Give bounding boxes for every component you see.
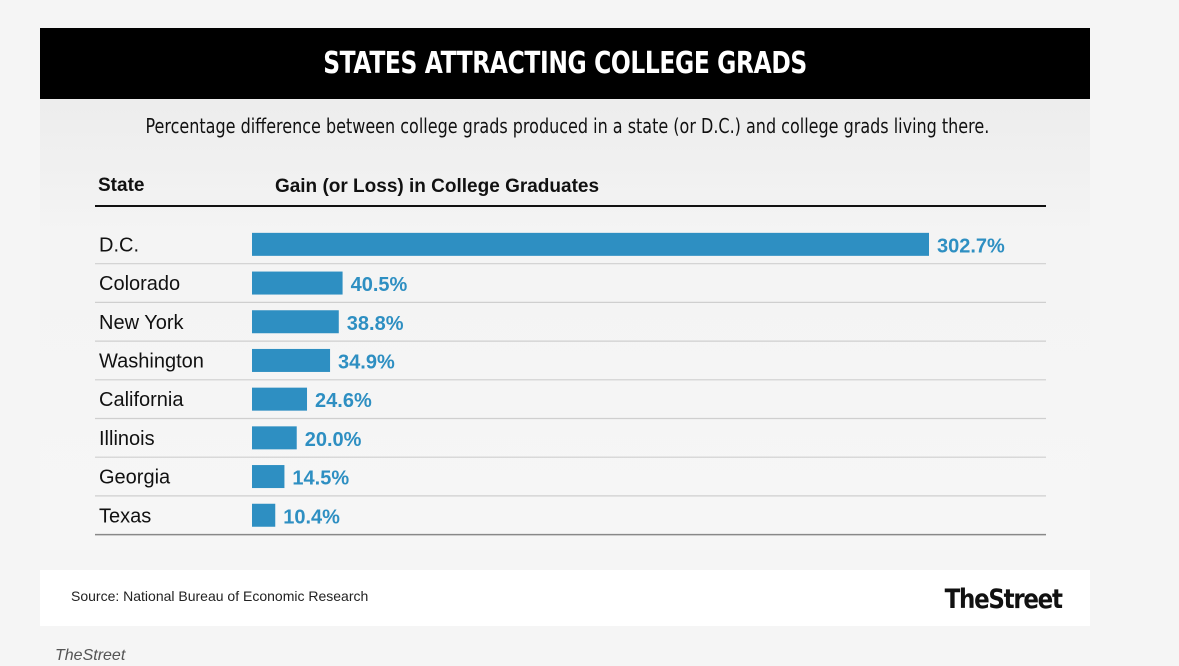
chart-card: STATES ATTRACTING COLLEGE GRADS Percenta… <box>40 28 1090 550</box>
header-rule <box>95 205 1046 207</box>
bar <box>252 310 339 334</box>
category-label: California <box>99 389 184 411</box>
value-label: 14.5% <box>292 468 349 490</box>
bar <box>252 465 285 489</box>
value-label: 24.6% <box>315 390 372 412</box>
title-bar: STATES ATTRACTING COLLEGE GRADS <box>40 28 1090 99</box>
brand-logo: TheStreet <box>944 584 1063 615</box>
chart-subtitle: Percentage difference between college gr… <box>40 114 1090 138</box>
value-label: 10.4% <box>283 506 340 528</box>
footer: Source: National Bureau of Economic Rese… <box>40 570 1090 626</box>
bar <box>252 503 276 527</box>
category-label: Washington <box>99 350 204 372</box>
value-label: 40.5% <box>351 274 408 296</box>
value-label: 38.8% <box>347 313 404 335</box>
category-label: Georgia <box>99 467 171 489</box>
category-label: Colorado <box>99 273 180 295</box>
column-header-value: Gain (or Loss) in College Graduates <box>274 176 600 197</box>
bar <box>252 232 929 256</box>
column-header-state: State <box>98 175 145 196</box>
value-label: 20.0% <box>305 429 362 451</box>
chart-title: STATES ATTRACTING COLLEGE GRADS <box>323 46 807 81</box>
source-note: Source: National Bureau of Economic Rese… <box>71 588 369 604</box>
image-caption: TheStreet <box>55 647 126 664</box>
category-label: Illinois <box>99 428 155 450</box>
category-label: Texas <box>99 505 151 527</box>
chart-subtitle-text: Percentage difference between college gr… <box>145 114 990 138</box>
bar-chart: D.C. 302.7% Colorado 40.5% New York 38.8% Wash… <box>95 232 1046 536</box>
bar <box>252 426 297 450</box>
bar <box>252 348 331 372</box>
value-label: 34.9% <box>338 351 395 373</box>
value-label: 302.7% <box>937 235 1005 257</box>
category-label: D.C. <box>99 234 139 256</box>
bar <box>252 271 343 295</box>
bar <box>252 387 308 411</box>
category-label: New York <box>99 312 184 334</box>
